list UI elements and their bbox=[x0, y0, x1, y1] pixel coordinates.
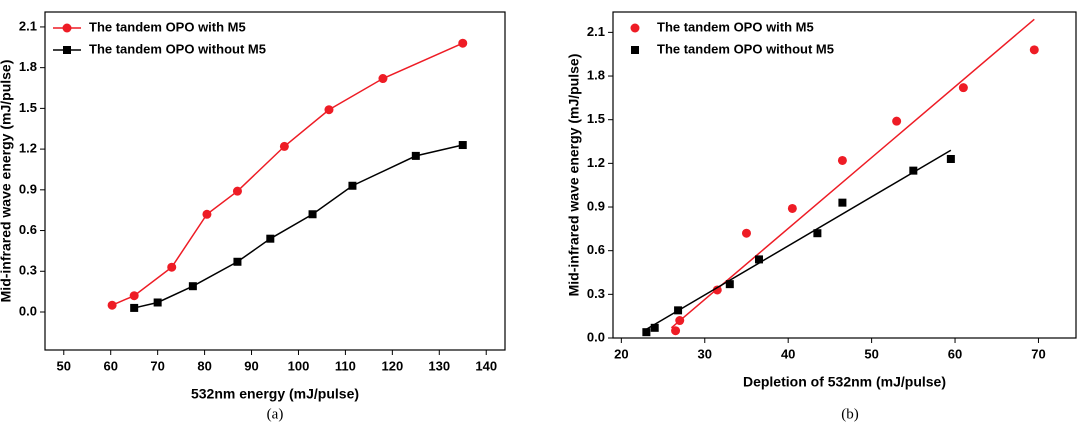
data-point bbox=[411, 151, 420, 160]
series-line bbox=[111, 42, 464, 306]
data-point bbox=[458, 38, 468, 48]
y-tick-label: 1.8 bbox=[19, 59, 37, 74]
data-point bbox=[378, 74, 388, 84]
data-point bbox=[741, 228, 751, 238]
y-tick-label: 1.2 bbox=[19, 141, 37, 156]
x-tick-label: 60 bbox=[103, 358, 117, 373]
x-tick-label: 120 bbox=[381, 358, 403, 373]
data-point bbox=[671, 326, 681, 336]
data-point bbox=[232, 186, 242, 196]
x-tick-label: 20 bbox=[614, 346, 628, 361]
data-point bbox=[324, 105, 334, 115]
y-tick-label: 1.2 bbox=[587, 155, 605, 170]
data-point bbox=[129, 291, 139, 301]
data-point bbox=[308, 210, 317, 219]
y-axis-label: Mid-infrared wave energy (mJ/pulse) bbox=[566, 54, 582, 297]
data-point bbox=[754, 255, 763, 264]
fit-line bbox=[645, 149, 952, 330]
y-tick-label: 1.8 bbox=[587, 67, 605, 82]
data-point bbox=[838, 198, 847, 207]
x-tick-label: 60 bbox=[948, 346, 962, 361]
data-point bbox=[107, 300, 117, 310]
y-tick-label: 0.0 bbox=[19, 303, 37, 318]
data-point bbox=[725, 280, 734, 289]
data-point bbox=[675, 316, 685, 326]
y-tick-label: 2.1 bbox=[19, 18, 37, 33]
x-tick-label: 100 bbox=[288, 358, 310, 373]
y-tick-label: 0.6 bbox=[19, 222, 37, 237]
legend-marker bbox=[630, 23, 640, 33]
legend-label: The tandem OPO with M5 bbox=[657, 19, 814, 34]
x-tick-label: 30 bbox=[698, 346, 712, 361]
plot-frame bbox=[44, 11, 506, 351]
data-point bbox=[188, 282, 197, 291]
data-point bbox=[946, 154, 955, 163]
data-point bbox=[909, 166, 918, 175]
x-axis-label: Depletion of 532nm (mJ/pulse) bbox=[743, 374, 946, 390]
data-point bbox=[642, 328, 651, 337]
data-point bbox=[167, 262, 177, 272]
data-point bbox=[892, 116, 902, 126]
x-tick-label: 110 bbox=[335, 358, 356, 373]
x-tick-label: 50 bbox=[864, 346, 878, 361]
data-point bbox=[202, 209, 212, 219]
data-point bbox=[787, 203, 797, 213]
y-tick-label: 0.3 bbox=[587, 286, 605, 301]
data-point bbox=[837, 155, 847, 165]
x-tick-label: 80 bbox=[197, 358, 211, 373]
data-point bbox=[348, 181, 357, 190]
x-tick-label: 70 bbox=[1031, 346, 1045, 361]
y-tick-label: 1.5 bbox=[19, 100, 37, 115]
data-point bbox=[458, 141, 467, 150]
legend-marker bbox=[631, 46, 639, 54]
x-tick-label: 90 bbox=[244, 358, 258, 373]
fit-line bbox=[670, 18, 1035, 329]
x-tick-label: 70 bbox=[150, 358, 164, 373]
y-axis-label: Mid-infrared wave energy (mJ/pulse) bbox=[0, 60, 14, 303]
data-point bbox=[153, 298, 162, 307]
data-point bbox=[958, 83, 968, 93]
legend-marker bbox=[63, 46, 71, 54]
legend-label: The tandem OPO without M5 bbox=[657, 41, 834, 56]
y-tick-label: 0.9 bbox=[19, 181, 37, 196]
x-axis-label: 532nm energy (mJ/pulse) bbox=[191, 386, 359, 402]
plot-frame bbox=[612, 11, 1077, 339]
data-point bbox=[650, 323, 659, 332]
data-point bbox=[279, 141, 289, 151]
data-point bbox=[130, 303, 139, 312]
y-tick-label: 1.5 bbox=[587, 111, 605, 126]
data-point bbox=[813, 229, 822, 238]
x-tick-label: 50 bbox=[57, 358, 71, 373]
y-tick-label: 0.9 bbox=[587, 198, 605, 213]
data-point bbox=[233, 257, 242, 266]
data-point bbox=[712, 285, 722, 295]
y-tick-label: 0.6 bbox=[587, 242, 605, 257]
legend-marker bbox=[62, 23, 72, 33]
data-point bbox=[266, 234, 275, 243]
data-point bbox=[1029, 45, 1039, 55]
legend-label: The tandem OPO with M5 bbox=[89, 19, 246, 34]
data-point bbox=[674, 306, 683, 315]
x-tick-label: 130 bbox=[428, 358, 450, 373]
caption: (b) bbox=[841, 406, 859, 422]
series-line bbox=[134, 144, 463, 309]
x-tick-label: 140 bbox=[475, 358, 497, 373]
legend-label: The tandem OPO without M5 bbox=[89, 41, 266, 56]
y-tick-label: 0.3 bbox=[19, 263, 37, 278]
y-tick-label: 2.1 bbox=[587, 24, 605, 39]
x-tick-label: 40 bbox=[781, 346, 795, 361]
caption: (a) bbox=[267, 406, 284, 422]
y-tick-label: 0.0 bbox=[587, 329, 605, 344]
